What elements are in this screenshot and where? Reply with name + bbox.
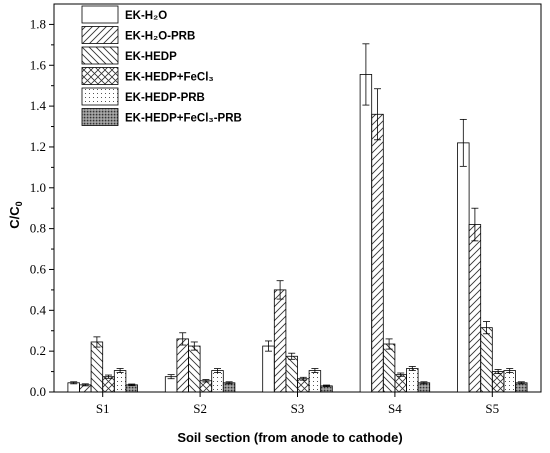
plot-area: 0.0 0.2 0.4 0.6 0.8 1.0 1.2 1.4 1.6 1.8 S1 S2 S3 S4 S5 [30,3,542,416]
legend-label: EK-HEDP [125,51,177,63]
x-axis-title: Soil section (from anode to cathode) [177,430,402,445]
bar [211,370,224,393]
y-tick-label: 1.6 [30,57,47,72]
x-tick-label: S1 [96,401,110,416]
y-tick-label: 0.6 [30,261,47,276]
legend-swatch [81,46,119,65]
y-tick-label: 1.2 [30,139,46,154]
bar [394,374,407,393]
legend: EK-H₂O EK-H₂O-PRB EK-HEDP EK-HEDP+FeCl₃ EK-H… [81,5,242,126]
y-tick-label: 0.2 [30,343,46,358]
x-tick-label: S5 [485,401,499,416]
bar [273,289,287,393]
bar [176,338,189,393]
bar [359,74,373,393]
x-tick-label: S4 [388,401,402,416]
bar [457,142,470,393]
bar [90,341,104,393]
bar [308,370,322,393]
x-tick-label: S2 [193,401,207,416]
bar [102,376,115,393]
legend-label: EK-H₂O-PRB [125,31,195,43]
y-tick-label: 0.8 [30,221,46,236]
legend-label: EK-HEDP+FeCl₃-PRB [125,113,242,125]
bar [113,370,127,393]
legend-swatch [81,5,119,24]
y-tick-label: 1.8 [30,16,46,31]
legend-label: EK-HEDP+FeCl₃ [125,72,214,84]
bar [382,343,396,393]
y-tick-label: 1.0 [30,180,46,195]
bar [480,327,493,393]
legend-swatch [81,67,119,85]
bar [297,378,310,393]
y-tick-label: 0.0 [30,384,46,399]
legend-label: EK-HEDP-PRB [125,92,205,104]
legend-swatch [81,26,119,44]
bar [491,371,505,393]
bar [406,368,419,393]
bar [188,345,201,393]
bar [503,370,516,393]
bar [199,380,213,393]
bar [468,224,482,393]
bar [262,345,275,393]
legend-label: EK-H₂O [125,10,167,22]
legend-swatch [81,87,119,106]
x-tick-label: S3 [291,401,305,416]
bar [371,113,384,393]
y-axis-title: C/C0 [7,201,24,228]
legend-swatch [81,108,119,126]
bar [285,355,298,393]
y-tick-label: 0.4 [30,302,47,317]
y-tick-label: 1.4 [30,98,47,113]
